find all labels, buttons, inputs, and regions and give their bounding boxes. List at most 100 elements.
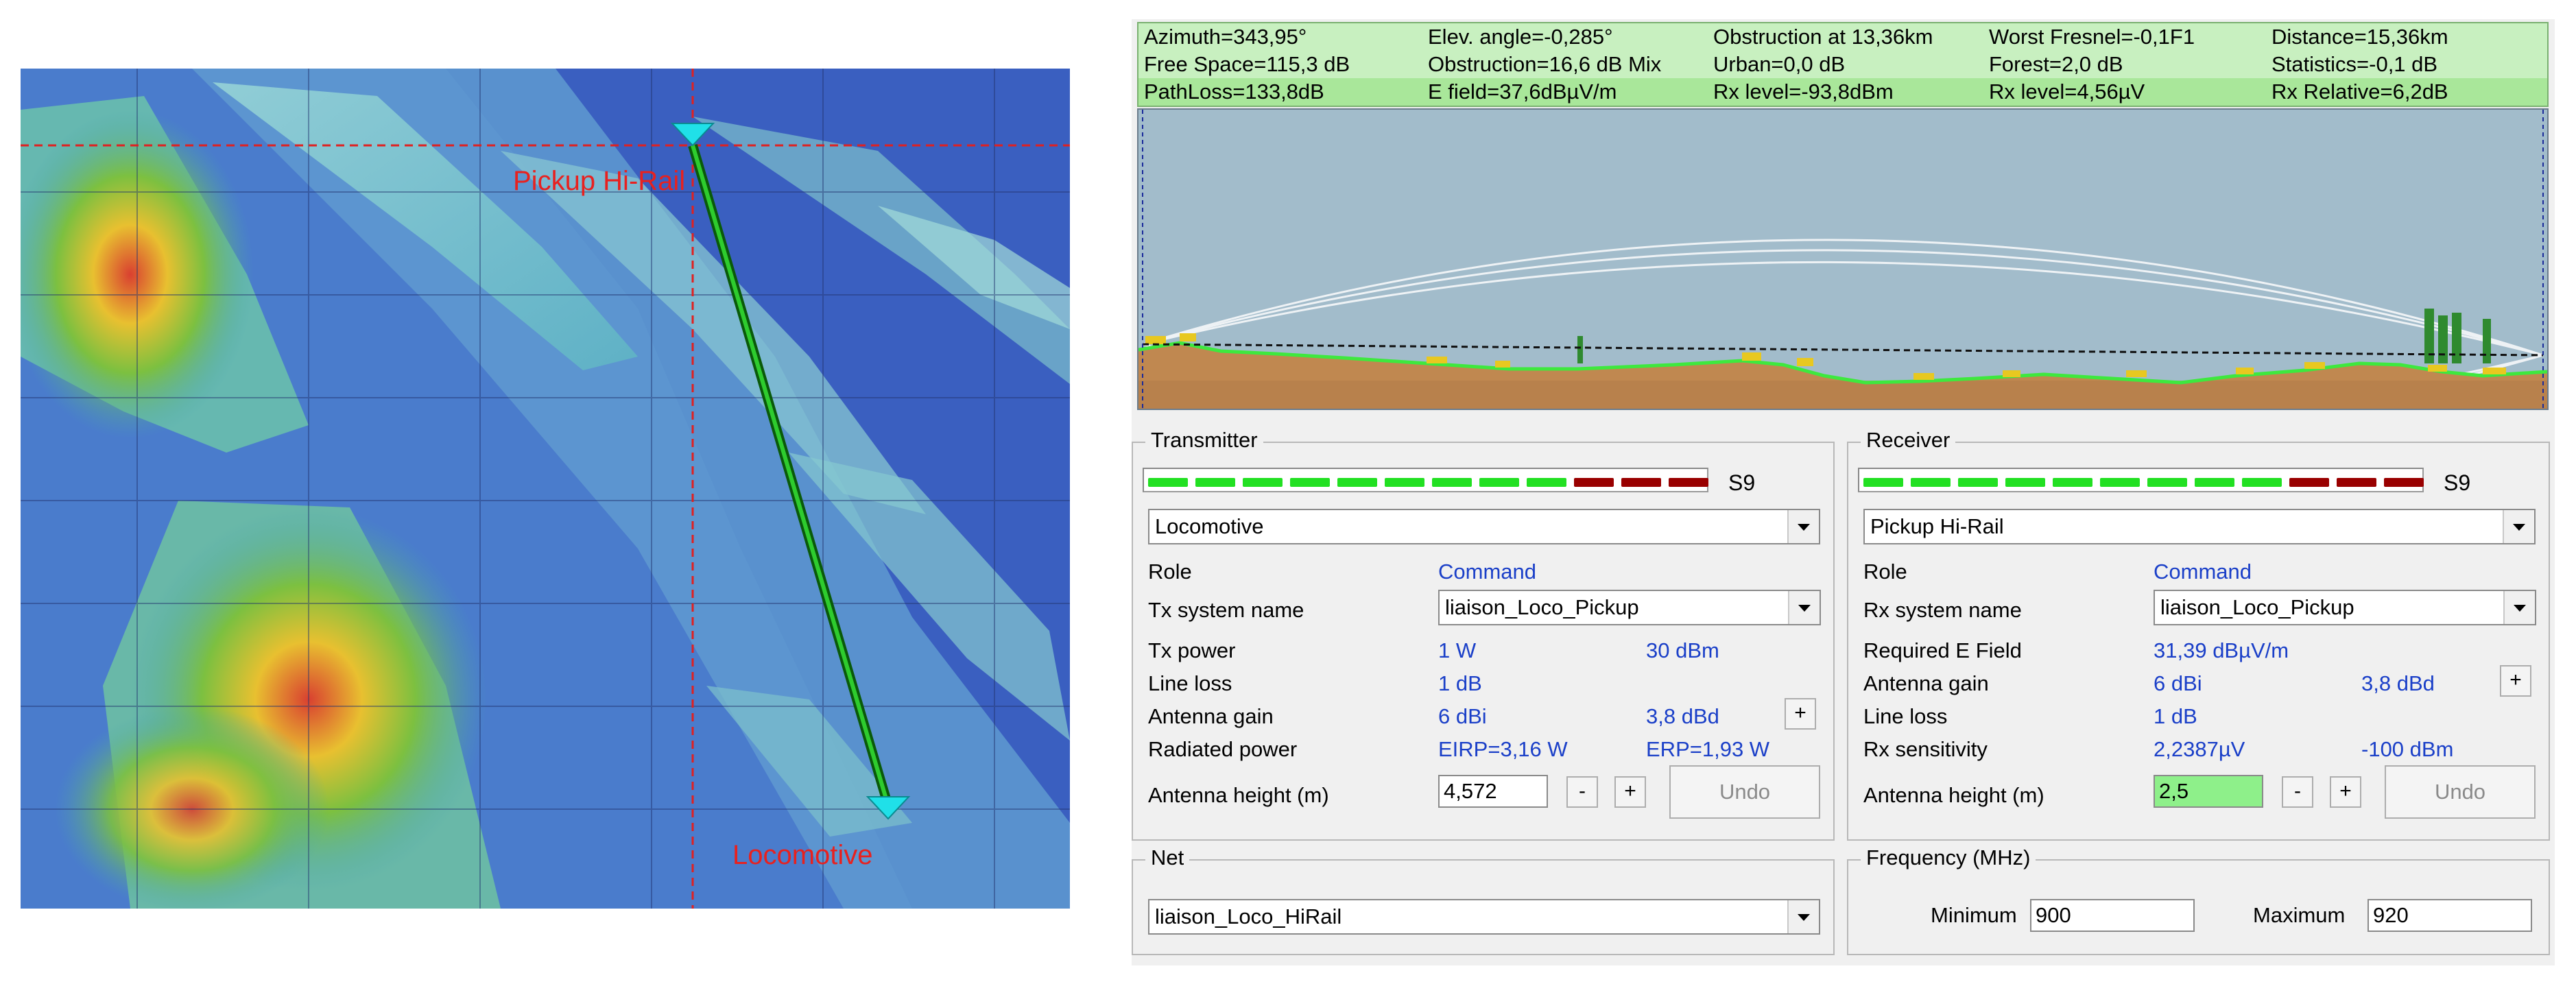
tx-gain-dbi: 6 dBi [1438,704,1487,728]
chevron-down-icon[interactable] [2503,510,2534,543]
net-value: liaison_Loco_HiRail [1155,904,1342,928]
chevron-down-icon[interactable] [1787,510,1819,543]
rx-signal-segment [2242,477,2282,487]
tx-line-loss-value: 1 dB [1438,671,1482,695]
tx-system-select[interactable]: liaison_Loco_Pickup [1438,590,1821,625]
rx-gain-plus-button[interactable]: + [2500,665,2531,697]
rx-signal-segments [1863,472,2424,492]
rx-height-minus-button[interactable]: - [2282,776,2313,808]
locomotive-station-marker[interactable] [866,796,911,820]
rx-efield-value: 31,39 dBµV/m [2154,638,2289,662]
frequency-min-input[interactable]: 900 [2030,899,2195,932]
receiver-title: Receiver [1861,428,1956,453]
tx-station-select[interactable]: Locomotive [1148,509,1820,544]
tx-signal-segment [1432,477,1472,487]
forest-value: Forest=2,0 dB [1989,52,2123,76]
tx-signal-segment [1243,477,1283,487]
net-select[interactable]: liaison_Loco_HiRail [1148,899,1820,935]
tx-signal-segment-red [1621,477,1661,487]
rx-height-plus-button[interactable]: + [2330,776,2361,808]
pickup-station-label: Pickup Hi-Rail [513,166,686,196]
tx-gain-dbd: 3,8 dBd [1646,704,1719,728]
tx-undo-button[interactable]: Undo [1669,765,1820,819]
terrain-map-canvas [21,69,1070,909]
rx-relative-value: Rx Relative=6,2dB [2271,80,2448,104]
rx-signal-segment [2005,477,2045,487]
elevation-angle-value: Elev. angle=-0,285° [1428,25,1613,49]
rx-signal-segment [1911,477,1951,487]
terrain-profile-view [1137,108,2549,410]
frequency-max-label: Maximum [2253,903,2346,927]
tx-role-label: Role [1148,560,1192,584]
rx-signal-segment-red [2337,477,2376,487]
tx-power-w: 1 W [1438,638,1477,662]
receiver-group: Receiver S9 Pickup Hi-Rail Role Command … [1847,428,2550,841]
rx-system-label: Rx system name [1863,598,2022,622]
rx-efield-label: Required E Field [1863,638,2022,662]
chevron-down-icon[interactable] [2503,591,2535,624]
rx-line-loss-label: Line loss [1863,704,1948,728]
urban-value: Urban=0,0 dB [1713,52,1846,76]
tx-signal-segments [1148,472,1708,492]
chevron-down-icon[interactable] [1788,591,1820,624]
rx-signal-segment [2053,477,2092,487]
tx-height-input[interactable]: 4,572 [1438,775,1548,808]
tx-signal-segment [1385,477,1424,487]
net-group: Net liaison_Loco_HiRail [1132,845,1835,955]
rx-signal-segment-red [2384,477,2424,487]
pickup-station-marker[interactable] [670,123,715,147]
terrain-map[interactable]: Pickup Hi-Rail Locomotive [21,69,1070,909]
path-loss-value: PathLoss=133,8dB [1144,80,1324,104]
tx-height-plus-button[interactable]: + [1614,776,1646,808]
obstruction-loss-value: Obstruction=16,6 dB Mix [1428,52,1662,76]
distance-value: Distance=15,36km [2271,25,2448,49]
tx-role-value: Command [1438,560,1536,584]
tx-height-minus-button[interactable]: - [1566,776,1598,808]
rx-gain-dbi: 6 dBi [2154,671,2202,695]
rx-station-select[interactable]: Pickup Hi-Rail [1863,509,2536,544]
rx-signal-segment [2100,477,2140,487]
rx-level-uv-value: Rx level=4,56µV [1989,80,2145,104]
rx-sensitivity-dbm: -100 dBm [2361,737,2454,761]
stats-row-2: Free Space=115,3 dB Obstruction=16,6 dB … [1138,51,2547,78]
tx-signal-segment-red [1574,477,1614,487]
tx-system-value: liaison_Loco_Pickup [1445,595,1639,619]
rx-system-select[interactable]: liaison_Loco_Pickup [2154,590,2536,625]
chevron-down-icon[interactable] [1787,900,1819,933]
azimuth-value: Azimuth=343,95° [1144,25,1307,49]
rx-line-loss-value: 1 dB [2154,704,2197,728]
transmitter-title: Transmitter [1145,428,1263,453]
e-field-value: E field=37,6dBµV/m [1428,80,1617,104]
tx-signal-segment [1479,477,1519,487]
tx-station-value: Locomotive [1155,514,1264,538]
rx-level-dbm-value: Rx level=-93,8dBm [1713,80,1894,104]
worst-fresnel-value: Worst Fresnel=-0,1F1 [1989,25,2195,49]
tx-s-level: S9 [1728,470,1756,495]
tx-signal-segment [1290,477,1330,487]
tx-signal-segment [1148,477,1188,487]
statistics-value: Statistics=-0,1 dB [2271,52,2438,76]
rx-height-label: Antenna height (m) [1863,783,2044,807]
rx-undo-button[interactable]: Undo [2385,765,2536,819]
link-statistics-table: Azimuth=343,95° Elev. angle=-0,285° Obst… [1137,22,2549,107]
rx-role-label: Role [1863,560,1907,584]
frequency-max-input[interactable]: 920 [2368,899,2532,932]
tx-height-label: Antenna height (m) [1148,783,1329,807]
tx-system-label: Tx system name [1148,598,1304,622]
tx-gain-plus-button[interactable]: + [1785,698,1816,730]
tx-signal-meter [1143,468,1708,492]
rx-signal-segment-red [2289,477,2329,487]
tx-line-loss-label: Line loss [1148,671,1232,695]
tx-erp-value: ERP=1,93 W [1646,737,1770,761]
tx-signal-segment [1337,477,1377,487]
locomotive-station-label: Locomotive [732,840,873,870]
obstruction-at-value: Obstruction at 13,36km [1713,25,1933,49]
net-title: Net [1145,845,1190,870]
rx-height-input[interactable]: 2,5 [2154,775,2263,808]
transmitter-group: Transmitter S9 Locomotive Role Command T… [1132,428,1835,841]
tx-eirp-value: EIRP=3,16 W [1438,737,1568,761]
terrain-profile-canvas [1138,110,2547,409]
rx-gain-label: Antenna gain [1863,671,1989,695]
rx-signal-segment [2147,477,2187,487]
free-space-value: Free Space=115,3 dB [1144,52,1350,76]
